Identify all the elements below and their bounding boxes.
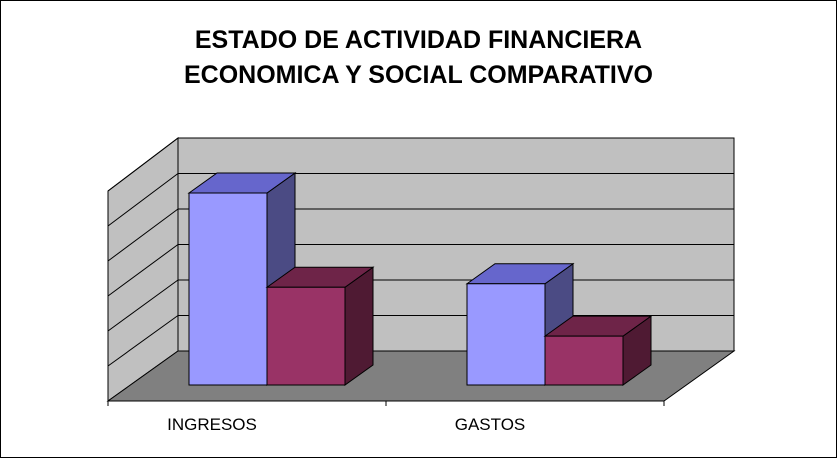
bar-front <box>544 335 624 386</box>
chart-title-line-2: ECONOMICA Y SOCIAL COMPARATIVO <box>183 61 654 89</box>
bar-front <box>466 283 546 386</box>
gridline-side <box>107 244 179 297</box>
chart-title: ESTADO DE ACTIVIDAD FINANCIERA ECONOMICA… <box>1 23 836 93</box>
category-label: INGRESOS <box>167 415 257 434</box>
gridline-side <box>107 173 179 227</box>
chart-title-line-1: ESTADO DE ACTIVIDAD FINANCIERA <box>194 26 643 54</box>
gridline-side <box>107 208 179 262</box>
chart-axes <box>107 191 665 406</box>
chart-bars <box>187 172 653 386</box>
chart-category-labels: INGRESOS GASTOS <box>167 415 525 434</box>
gridline-side <box>107 279 179 332</box>
bar-front <box>188 192 268 386</box>
bar-ingresos-2 <box>265 266 375 386</box>
bar-front <box>266 286 346 386</box>
gridline-side <box>107 137 179 192</box>
gridline-side <box>107 315 179 367</box>
bar-gastos-2 <box>543 315 653 386</box>
bar-side <box>344 266 374 386</box>
category-label: GASTOS <box>455 415 526 434</box>
